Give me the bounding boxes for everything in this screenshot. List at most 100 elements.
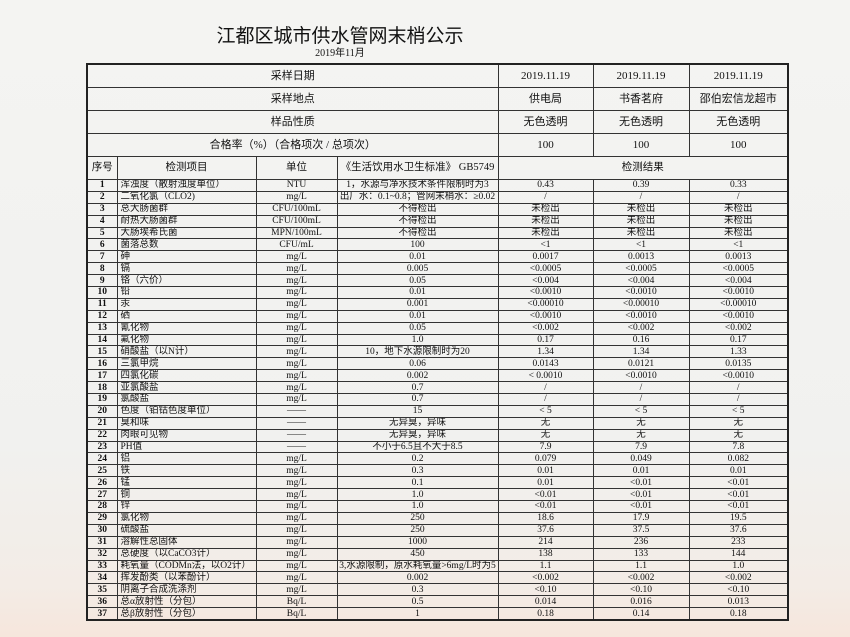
row-standard: 1，水源与净水技术条件限制时为3 (336, 179, 499, 192)
row-standard: 不小于6.5且不大于8.5 (336, 440, 499, 454)
meta-value: 2019.11.19 (497, 63, 594, 88)
row-seq: 34 (86, 571, 118, 585)
row-standard: 不得检出 (336, 214, 499, 228)
row-item: 耗氧量（CODMn法，以O2计） (116, 559, 257, 573)
table-row: 18 亚氯酸盐 mg/L 0.7// / (86, 381, 789, 395)
row-item: 阴离子合成洗涤剂 (116, 583, 257, 597)
row-result: <0.01 (688, 476, 789, 490)
row-seq: 29 (86, 511, 118, 525)
row-unit: mg/L (255, 357, 338, 371)
row-unit: CFU/100mL (255, 214, 338, 228)
row-result: <0.01 (497, 488, 594, 502)
row-result: 0.0013 (688, 250, 789, 264)
row-item: 肉眼可见物 (116, 428, 257, 442)
row-item: 铝 (116, 452, 257, 466)
row-result: <0.01 (592, 476, 690, 490)
table-row: 35 阴离子合成洗涤剂 mg/L 0.3 <0.10 <0.10 <0.10 (86, 583, 789, 597)
row-result: 37.6 (688, 523, 789, 537)
row-standard: 无异臭，异味 (336, 416, 499, 430)
table-row: 5 大肠埃希氏菌 MPN/100mL 不得检出 未检出 未检出 未检出 (86, 226, 789, 240)
row-result: <0.01 (497, 500, 594, 513)
table-row: 36 总α放射性（分包） Bq/L 0.5 0.014 0.016 0.013 (86, 595, 789, 609)
row-standard: 0.7 (336, 381, 499, 395)
row-standard: 0.3 (336, 583, 499, 597)
meta-label: 样品性质 (86, 110, 499, 134)
row-seq: 10 (86, 286, 118, 299)
row-result: / (497, 381, 594, 395)
row-standard: 0.01 (336, 309, 499, 323)
table-row: 29 氯化物 mg/L 250 18.6 17.9 19.5 (86, 511, 789, 525)
row-seq: 24 (86, 452, 118, 466)
row-seq: 17 (86, 369, 118, 383)
row-seq: 7 (86, 250, 118, 264)
row-seq: 30 (86, 523, 118, 537)
row-result: 7.9 (592, 440, 690, 454)
table-row: 8 镉 mg/L 0.005 <0.0005 <0.0005 <0.0005 (86, 262, 789, 276)
table-row: 21 臭和味 —— 无异臭，异味无无无 (86, 416, 789, 430)
row-result: <0.0010 (497, 286, 594, 299)
row-seq: 27 (86, 488, 118, 502)
table-row: 23 PH值 —— 不小于6.5且不大于8.5 7.9 7.9 7.8 (86, 440, 789, 454)
row-result: <0.002 (497, 571, 594, 585)
table-row: 6 菌落总数 CFU/mL 100 <1 <1 <1 (86, 238, 789, 252)
row-seq: 4 (86, 214, 118, 228)
row-item: 铬（六价） (116, 274, 257, 288)
row-result: 0.0135 (688, 357, 789, 371)
row-result: <0.01 (592, 488, 690, 502)
row-standard: 0.5 (336, 595, 499, 609)
row-result: 0.079 (497, 452, 594, 466)
row-result: / (592, 190, 690, 204)
row-item: 汞 (116, 297, 257, 311)
row-seq: 32 (86, 547, 118, 561)
row-item: 硫酸盐 (116, 523, 257, 537)
row-seq: 22 (86, 428, 118, 442)
row-seq: 25 (86, 464, 118, 478)
table-row: 24 铝 mg/L 0.2 0.079 0.049 0.082 (86, 452, 789, 466)
row-seq: 3 (86, 202, 118, 216)
row-standard: 0.05 (336, 321, 499, 335)
row-result: / (592, 393, 690, 406)
row-result: 0.16 (592, 333, 690, 347)
row-seq: 14 (86, 333, 118, 347)
row-standard: 0.01 (336, 250, 499, 264)
table-row: 9 铬（六价） mg/L 0.05 <0.004 <0.004 <0.004 (86, 274, 789, 288)
row-result: <0.01 (688, 488, 789, 502)
row-unit: mg/L (255, 547, 338, 561)
row-result: 236 (592, 535, 690, 549)
row-result: <1 (592, 238, 690, 252)
row-unit: mg/L (255, 464, 338, 478)
row-result: 无 (592, 416, 690, 430)
row-item: 挥发酚类（以苯酚计） (116, 571, 257, 585)
row-item: 氰化物 (116, 321, 257, 335)
row-result: 0.01 (592, 464, 690, 478)
row-seq: 23 (86, 440, 118, 454)
page-title: 江都区城市供水管网末梢公示 (216, 25, 464, 47)
row-item: 氯酸盐 (116, 393, 257, 406)
row-seq: 35 (86, 583, 118, 597)
table-row: 4 耐热大肠菌群 CFU/100mL 不得检出 未检出 未检出 未检出 (86, 214, 789, 228)
meta-value: 2019.11.19 (688, 63, 789, 88)
table-row: 10 铅 mg/L 0.01 <0.0010 <0.0010 <0.0010 (86, 286, 789, 299)
row-result: 18.6 (497, 511, 594, 525)
row-unit: MPN/100mL (255, 226, 338, 240)
row-result: <0.0010 (688, 369, 789, 383)
meta-value: 100 (592, 133, 690, 157)
row-standard: 不得检出 (336, 202, 499, 216)
row-result: 37.6 (497, 523, 594, 537)
row-unit: —— (255, 428, 338, 442)
row-item: 硒 (116, 309, 257, 323)
row-result: 未检出 (688, 226, 789, 240)
row-result: <0.002 (688, 321, 789, 335)
row-result: 233 (688, 535, 789, 549)
table-row: 7 砷 mg/L 0.01 0.0017 0.0013 0.0013 (86, 250, 789, 264)
row-seq: 21 (86, 416, 118, 430)
row-standard: 0.002 (336, 571, 499, 585)
row-result: <0.002 (592, 571, 690, 585)
row-standard: 10，地下水源限制时为20 (336, 345, 499, 359)
sampling-date-row: 采样日期 2019.11.19 2019.11.19 2019.11.19 (86, 63, 789, 88)
row-seq: 6 (86, 238, 118, 252)
column-header-row: 序号 检测项目 单位 《生活饮用水卫生标准》 GB5749 检测结果 (86, 156, 789, 180)
row-result: 0.0013 (592, 250, 690, 264)
row-item: 耐热大肠菌群 (116, 214, 257, 228)
row-standard: 450 (336, 547, 499, 561)
